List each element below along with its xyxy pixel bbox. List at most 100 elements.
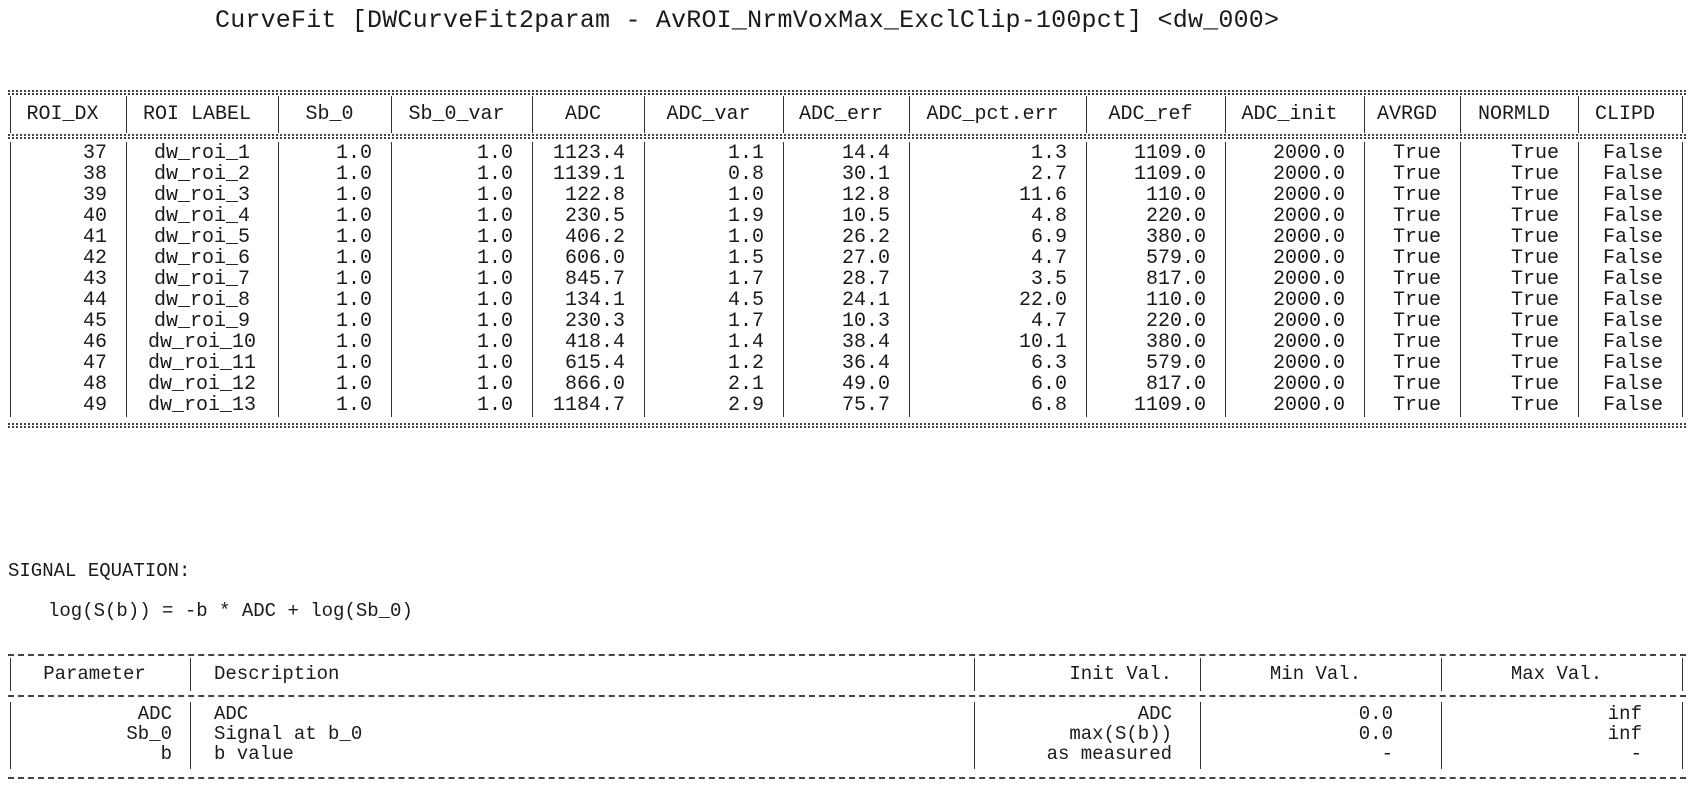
table-cell: dw_roi_2 bbox=[153, 164, 250, 185]
table-cell: True bbox=[1510, 164, 1559, 185]
roi-table-top-rule bbox=[8, 90, 1686, 95]
table-cell: 1.0 bbox=[476, 311, 513, 332]
table-cell: 1.3 bbox=[1030, 143, 1067, 164]
param-cell: max(S(b)) bbox=[1069, 724, 1172, 744]
signal-equation-label: SIGNAL EQUATION: bbox=[8, 560, 191, 582]
table-cell: 48 bbox=[82, 374, 107, 395]
param-cell: 0.0 bbox=[1358, 724, 1393, 744]
param-cell: Signal at b_0 bbox=[214, 724, 363, 744]
table-cell: 1.0 bbox=[476, 353, 513, 374]
table-cell: 45 bbox=[82, 311, 107, 332]
table-cell: False bbox=[1602, 227, 1663, 248]
col-header-adc-pct-err: ADC_pct.err bbox=[926, 102, 1059, 126]
table-cell: 1.2 bbox=[727, 353, 764, 374]
param-cell: as measured bbox=[1046, 744, 1172, 764]
table-cell: 1.0 bbox=[476, 227, 513, 248]
param-cell: - bbox=[1630, 744, 1642, 764]
table-cell: 43 bbox=[82, 269, 107, 290]
table-row: 47 dw_roi_11 1.0 1.0 615.4 1.2 36.4 6.3 579.0 200… bbox=[9, 353, 1682, 374]
table-cell: dw_roi_6 bbox=[153, 248, 250, 269]
table-cell: 1.4 bbox=[727, 332, 764, 353]
table-cell: 2000.0 bbox=[1272, 269, 1345, 290]
table-cell: 606.0 bbox=[564, 248, 625, 269]
table-cell: dw_roi_4 bbox=[153, 206, 250, 227]
table-cell: 579.0 bbox=[1145, 353, 1206, 374]
table-cell: False bbox=[1602, 290, 1663, 311]
col-header-clipd: CLIPD bbox=[1594, 102, 1655, 126]
table-cell: 1.0 bbox=[727, 227, 764, 248]
table-cell: 49.0 bbox=[841, 374, 890, 395]
table-cell: True bbox=[1510, 227, 1559, 248]
table-cell: 4.8 bbox=[1030, 206, 1067, 227]
table-cell: 380.0 bbox=[1145, 332, 1206, 353]
param-row: b b value as measured - - bbox=[9, 744, 1682, 764]
table-cell: 2000.0 bbox=[1272, 143, 1345, 164]
table-cell: 220.0 bbox=[1145, 311, 1206, 332]
table-row: 44 dw_roi_8 1.0 1.0 134.1 4.5 24.1 22.0 110.0 200… bbox=[9, 290, 1682, 311]
table-cell: 1.0 bbox=[335, 269, 372, 290]
table-row: 42 dw_roi_6 1.0 1.0 606.0 1.5 27.0 4.7 579.0 2000… bbox=[9, 248, 1682, 269]
table-cell: True bbox=[1392, 290, 1441, 311]
table-cell: 817.0 bbox=[1145, 374, 1206, 395]
page-title: CurveFit [DWCurveFit2param - AvROI_NrmVo… bbox=[215, 6, 1280, 35]
col-header-description: Description bbox=[214, 663, 340, 685]
table-cell: False bbox=[1602, 164, 1663, 185]
col-header-adc-ref: ADC_ref bbox=[1108, 102, 1193, 126]
table-cell: 1.5 bbox=[727, 248, 764, 269]
table-cell: 1.0 bbox=[476, 332, 513, 353]
table-cell: 30.1 bbox=[841, 164, 890, 185]
table-cell: 817.0 bbox=[1145, 269, 1206, 290]
table-cell: 615.4 bbox=[564, 353, 625, 374]
table-cell: dw_roi_12 bbox=[147, 374, 257, 395]
table-cell: 1109.0 bbox=[1133, 143, 1206, 164]
col-header-adc-var: ADC_var bbox=[666, 102, 751, 126]
table-cell: dw_roi_7 bbox=[153, 269, 250, 290]
param-table-header-rule bbox=[8, 695, 1686, 697]
table-cell: 75.7 bbox=[841, 395, 890, 416]
table-row: 49 dw_roi_13 1.0 1.0 1184.7 2.9 75.7 6.8 1109.0 2… bbox=[9, 395, 1682, 416]
roi-table-header: ROI_DX ROI LABEL Sb_0 Sb_0_var ADC ADC_v… bbox=[9, 97, 1682, 131]
param-cell: ADC bbox=[137, 704, 172, 724]
table-cell: 2000.0 bbox=[1272, 395, 1345, 416]
table-cell: True bbox=[1510, 206, 1559, 227]
table-cell: 26.2 bbox=[841, 227, 890, 248]
table-cell: 12.8 bbox=[841, 185, 890, 206]
table-row: 39 dw_roi_3 1.0 1.0 122.8 1.0 12.8 11.6 110.0 200… bbox=[9, 185, 1682, 206]
table-cell: True bbox=[1392, 206, 1441, 227]
table-row: 46 dw_roi_10 1.0 1.0 418.4 1.4 38.4 10.1 380.0 20… bbox=[9, 332, 1682, 353]
table-cell: 1.0 bbox=[335, 185, 372, 206]
col-header-parameter: Parameter bbox=[43, 663, 146, 685]
param-cell: inf bbox=[1607, 704, 1642, 724]
table-cell: 24.1 bbox=[841, 290, 890, 311]
col-header-adc-err: ADC_err bbox=[798, 102, 883, 126]
table-cell: 1.0 bbox=[476, 374, 513, 395]
table-cell: 1.0 bbox=[335, 164, 372, 185]
param-table-header: Parameter Description Init Val. Min Val.… bbox=[9, 661, 1682, 687]
table-cell: dw_roi_11 bbox=[147, 353, 257, 374]
table-cell: True bbox=[1510, 374, 1559, 395]
table-cell: 2000.0 bbox=[1272, 164, 1345, 185]
roi-table-body: 37 dw_roi_1 1.0 1.0 1123.4 1.1 14.4 1.3 1109.0 20… bbox=[9, 143, 1682, 416]
table-cell: 2000.0 bbox=[1272, 311, 1345, 332]
table-cell: 1184.7 bbox=[552, 395, 625, 416]
table-cell: 2000.0 bbox=[1272, 374, 1345, 395]
table-cell: 134.1 bbox=[564, 290, 625, 311]
table-cell: 37 bbox=[82, 143, 107, 164]
table-cell: True bbox=[1392, 311, 1441, 332]
col-header-sb0: Sb_0 bbox=[305, 102, 354, 126]
table-cell: 418.4 bbox=[564, 332, 625, 353]
table-cell: 10.1 bbox=[1018, 332, 1067, 353]
table-cell: False bbox=[1602, 269, 1663, 290]
table-cell: 230.3 bbox=[564, 311, 625, 332]
table-cell: 1.0 bbox=[476, 248, 513, 269]
table-cell: 6.3 bbox=[1030, 353, 1067, 374]
table-cell: 4.5 bbox=[727, 290, 764, 311]
table-cell: True bbox=[1392, 164, 1441, 185]
param-cell: Sb_0 bbox=[126, 724, 172, 744]
table-cell: False bbox=[1602, 185, 1663, 206]
param-cell: ADC bbox=[214, 704, 249, 724]
table-cell: 2000.0 bbox=[1272, 248, 1345, 269]
table-cell: True bbox=[1510, 269, 1559, 290]
table-row: 43 dw_roi_7 1.0 1.0 845.7 1.7 28.7 3.5 817.0 2000… bbox=[9, 269, 1682, 290]
table-cell: 1.0 bbox=[335, 332, 372, 353]
